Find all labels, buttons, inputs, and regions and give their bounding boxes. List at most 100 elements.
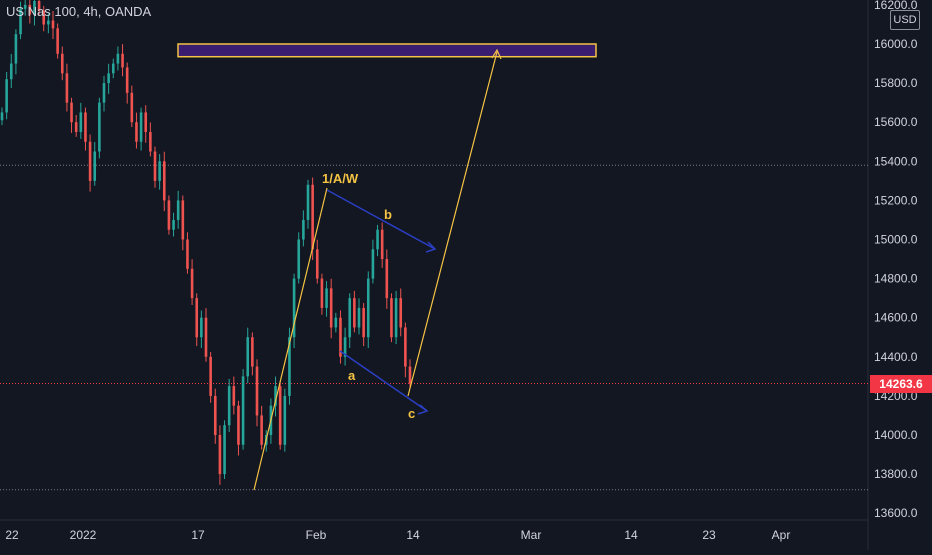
price-axis-label: 14800.0 (874, 272, 918, 286)
candle-body (366, 278, 370, 338)
candle-body (14, 34, 18, 64)
time-axis-label: 23 (702, 528, 716, 542)
candle-body (362, 307, 365, 338)
candle-body (209, 356, 212, 396)
wave-label-a: a (348, 368, 356, 383)
time-axis-label: 22 (5, 528, 19, 542)
candle-body (357, 307, 361, 328)
candle-body (107, 73, 110, 84)
candle-body (28, 4, 32, 15)
time-axis-label: 14 (406, 528, 420, 542)
candle-body (158, 161, 161, 181)
price-axis-label: 13600.0 (874, 506, 918, 520)
current-price-tag: 14263.6 (870, 375, 932, 393)
price-axis-label: 14600.0 (874, 311, 918, 325)
time-axis-label: Feb (306, 528, 327, 542)
candle-body (42, 10, 46, 25)
candle-body (56, 28, 59, 54)
candle-body (251, 337, 254, 367)
candle-body (376, 229, 379, 250)
candle-body (390, 298, 393, 338)
candle-body (19, 8, 22, 35)
time-axis-label: Apr (772, 528, 791, 542)
impulse-wave-line[interactable] (253, 187, 328, 491)
candle-body (181, 200, 185, 240)
candle-body (135, 122, 138, 142)
candle-body (139, 112, 143, 142)
candle-body (255, 366, 259, 416)
resistance-zone-box[interactable] (177, 43, 597, 58)
candle-body (306, 184, 310, 220)
candle-body (167, 200, 171, 230)
candle-body (65, 73, 69, 103)
candle-body (320, 278, 324, 308)
candle-body (343, 337, 347, 357)
candle-body (176, 200, 180, 220)
candle-body (130, 92, 134, 123)
candle-body (292, 278, 296, 338)
candle-body (325, 288, 328, 308)
candle-body (111, 63, 115, 74)
candle-body (348, 298, 352, 338)
price-axis-label: 16000.0 (874, 37, 918, 51)
candle-body (288, 337, 291, 396)
candle-body (190, 268, 194, 299)
candle-body (162, 161, 166, 201)
candle-body (5, 79, 8, 113)
candle-body (227, 386, 231, 426)
candle-body (283, 395, 287, 445)
candle-body (274, 386, 277, 406)
time-axis-label: 17 (191, 528, 205, 542)
candle-body (394, 298, 398, 338)
candle-body (404, 327, 407, 367)
projection-line[interactable] (407, 51, 498, 397)
price-axis-label: 14400.0 (874, 350, 918, 364)
candle-body (246, 337, 250, 377)
candle-body (297, 239, 301, 279)
candle-body (98, 102, 101, 152)
candle-body (121, 53, 124, 68)
candle-body (186, 239, 189, 269)
candle-body (149, 131, 152, 152)
candle-body (102, 83, 106, 103)
candle-body (339, 317, 342, 357)
candle-body (408, 366, 412, 384)
candle-body (70, 102, 73, 123)
candle-body (47, 20, 50, 25)
candle-body (399, 298, 403, 328)
candle-body (380, 229, 384, 260)
channel-lower-line[interactable] (339, 350, 428, 412)
candle-body (172, 219, 175, 230)
candle-body (37, 0, 41, 11)
candle-body (88, 141, 92, 181)
candle-body (329, 288, 333, 328)
price-axis-label: 13800.0 (874, 467, 918, 481)
candle-body (79, 112, 83, 132)
wave-label-1aw: 1/A/W (322, 171, 359, 186)
candle-body (0, 112, 4, 121)
symbol-title[interactable]: US Nas 100, 4h, OANDA (6, 4, 152, 19)
candle-body (144, 112, 148, 132)
candle-body (153, 151, 157, 181)
price-axis-label: 16200.0 (874, 0, 918, 12)
channel-upper-line[interactable] (326, 189, 436, 250)
candle-body (213, 395, 217, 435)
price-axis-label: 15000.0 (874, 233, 918, 247)
candle-body (9, 63, 13, 80)
wave-label-c: c (408, 406, 415, 421)
price-axis-label: 15400.0 (874, 154, 918, 168)
candle-body (33, 0, 36, 15)
candle-body (51, 20, 55, 29)
candle-body (334, 317, 338, 328)
candle-body (23, 4, 27, 9)
time-axis-label: Mar (521, 528, 542, 542)
candle-body (84, 112, 87, 142)
candle-body (260, 415, 263, 445)
currency-badge[interactable]: USD (890, 10, 920, 30)
candle-body (353, 298, 356, 328)
candle-body (241, 376, 245, 445)
price-axis-label: 15800.0 (874, 76, 918, 90)
channel-lower-arrow-icon (417, 404, 429, 415)
